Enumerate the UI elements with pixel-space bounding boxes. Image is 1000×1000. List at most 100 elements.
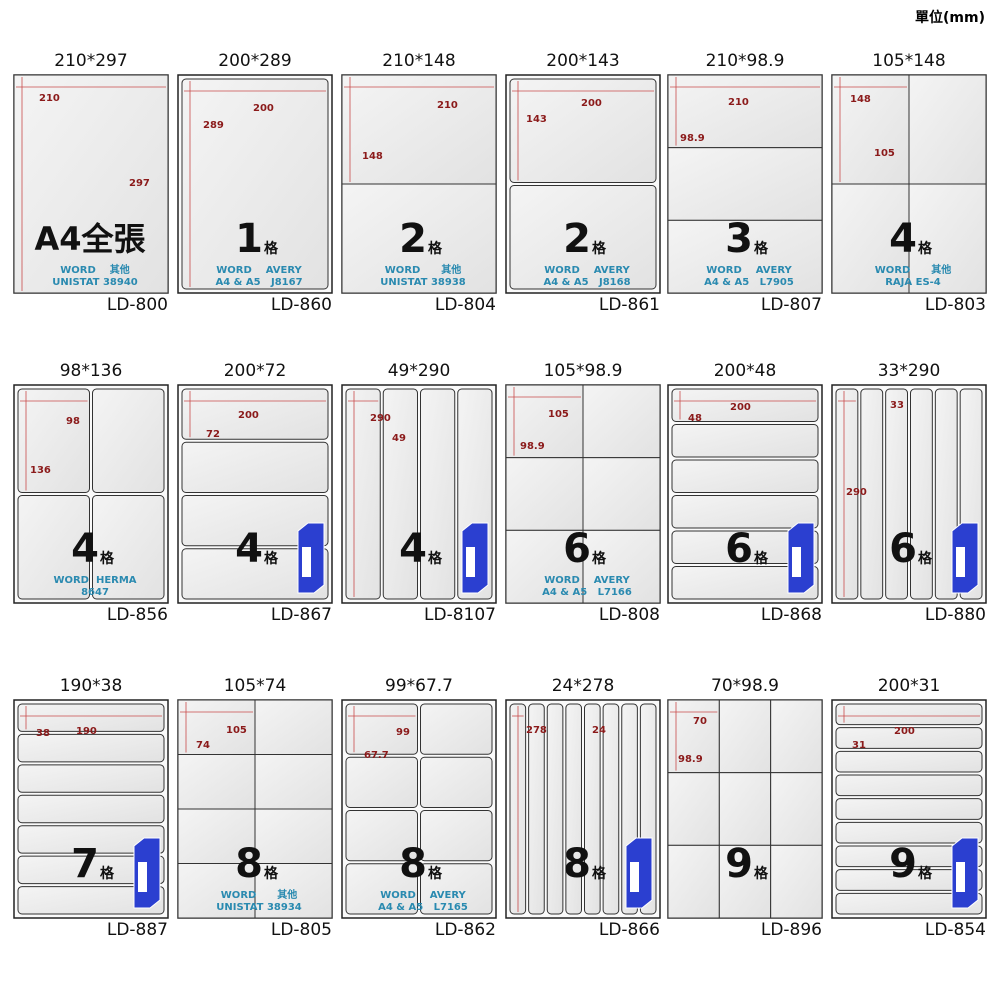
product-code: LD-880 [925, 605, 986, 625]
label-cell [177, 863, 256, 919]
compat-text: A4 & A5 L7165 [378, 902, 468, 913]
label-cell [345, 810, 418, 862]
compat-text: WORD 其他 [385, 263, 461, 276]
dimension: 72 [206, 429, 220, 440]
label-cell [17, 855, 165, 885]
sheet-size: 200*48 [714, 361, 777, 381]
compat-text: A4 & A5 J8167 [215, 277, 302, 288]
dimension: 49 [392, 433, 406, 444]
dimension: 148 [362, 151, 383, 162]
compat-text: WORD 其他 [221, 888, 297, 901]
dimension: 98.9 [678, 754, 703, 765]
label-cell [509, 78, 657, 183]
dimension: 210 [39, 93, 60, 104]
count-unit: 格 [592, 865, 607, 882]
dimension: 200 [894, 726, 915, 737]
compat-text: RAJA ES-4 [885, 277, 941, 288]
unit-note: 單位(mm) [915, 9, 985, 26]
label-sheet: 190*38 38 190 7 格 LD-887 [13, 676, 169, 940]
label-count: 4 [235, 526, 263, 572]
product-code: LD-804 [435, 295, 496, 315]
label-cell [667, 844, 720, 919]
compat-text: WORD AVERY [706, 265, 792, 276]
sheet-size: 105*98.9 [544, 361, 623, 381]
count-unit: 格 [428, 550, 443, 567]
product-code: LD-867 [271, 605, 332, 625]
count-unit: 格 [264, 550, 279, 567]
sheet-size: 105*74 [224, 676, 287, 696]
count-unit: 格 [754, 240, 769, 257]
binder-window [792, 547, 801, 577]
compat-text: WORD AVERY [216, 265, 302, 276]
dimension: 200 [730, 402, 751, 413]
count-unit: 格 [100, 550, 115, 567]
compat-text: WORD AVERY [380, 890, 466, 901]
dimension: 24 [592, 725, 606, 736]
label-cell [17, 794, 165, 824]
dimension: 105 [548, 409, 569, 420]
count-unit: 格 [264, 240, 279, 257]
label-cell [671, 566, 819, 600]
label-cell [254, 808, 333, 864]
label-cell [345, 388, 381, 600]
label-cell [420, 756, 493, 808]
dimension: 38 [36, 728, 50, 739]
label-cell [910, 388, 933, 600]
dimension: 200 [253, 103, 274, 114]
label-cell [602, 703, 620, 915]
dimension: 98.9 [680, 133, 705, 144]
label-count: 2 [563, 216, 591, 262]
label-cell [341, 183, 497, 294]
sheet-size: 190*38 [60, 676, 123, 696]
product-code: LD-896 [761, 920, 822, 940]
sheet-size: 70*98.9 [711, 676, 779, 696]
label-cell [835, 845, 983, 868]
sheet-size: 200*143 [546, 51, 619, 71]
count-unit: 格 [918, 865, 933, 882]
binder-window [956, 862, 965, 892]
label-cell [382, 388, 418, 600]
label-cell [181, 388, 329, 440]
label-cell [345, 703, 418, 755]
label-count: 1 [235, 216, 263, 262]
label-cell [92, 388, 165, 493]
label-count: 9 [889, 841, 917, 887]
product-code: LD-805 [271, 920, 332, 940]
product-code: LD-8107 [424, 605, 496, 625]
label-cell [528, 703, 545, 915]
product-code: LD-860 [271, 295, 332, 315]
label-cell [667, 147, 823, 221]
label-count: 8 [399, 841, 427, 887]
label-cell [17, 733, 165, 763]
label-sheet: 200*48 48 200 6 格 LD-868 [667, 361, 823, 625]
label-sheet: 70*98.9 70 98.9 9 格 LD-896 [667, 676, 823, 940]
dimension: 67.7 [364, 750, 389, 761]
dimension: 200 [238, 410, 259, 421]
compat-text: WORD AVERY [544, 575, 630, 586]
label-count: 4 [889, 216, 917, 262]
label-cell [505, 457, 584, 531]
sheet-size: 210*98.9 [706, 51, 785, 71]
label-cell [831, 74, 910, 185]
dimension: 289 [203, 120, 224, 131]
label-cell [671, 530, 819, 564]
sheet-size: 24*278 [552, 676, 615, 696]
compat-text: UNISTAT 38940 [52, 277, 138, 288]
label-cell [835, 869, 983, 891]
compat-text: A4 & A5 L7905 [704, 277, 794, 288]
label-cell [835, 727, 983, 749]
count-unit: 格 [918, 550, 933, 567]
binder-window [466, 547, 475, 577]
label-cell [831, 183, 910, 294]
label-cell [420, 388, 456, 600]
label-count: 2 [399, 216, 427, 262]
sheet-size: 210*148 [382, 51, 455, 71]
dimension: 105 [226, 725, 247, 736]
product-code: LD-887 [107, 920, 168, 940]
